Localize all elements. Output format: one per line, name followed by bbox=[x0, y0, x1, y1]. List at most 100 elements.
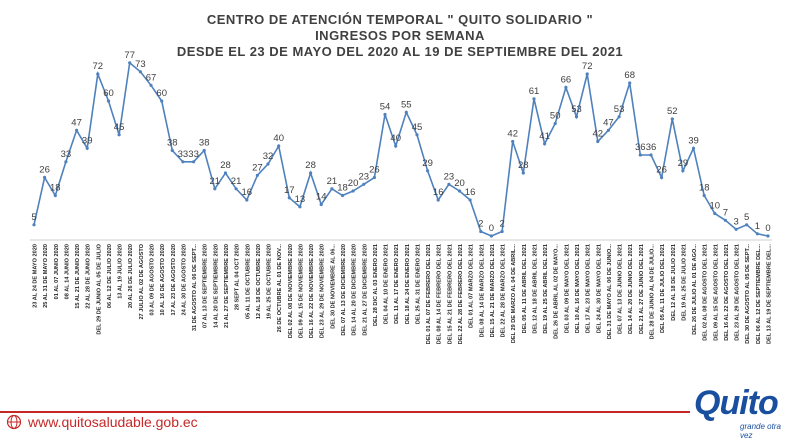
data-point bbox=[670, 117, 674, 121]
data-label: 36 bbox=[646, 142, 657, 153]
footer-divider bbox=[0, 411, 690, 413]
data-point bbox=[255, 173, 259, 177]
data-point bbox=[53, 193, 57, 198]
x-tick-label: DEL 17 AL 23 DE MAYO DEL 2021 bbox=[586, 244, 592, 333]
data-label: 47 bbox=[603, 117, 614, 128]
data-point bbox=[96, 72, 100, 76]
data-label: 2 bbox=[499, 219, 504, 230]
x-tick-label: DEL 19 AL 25 DE JULIO 2021 bbox=[681, 244, 687, 321]
data-point bbox=[351, 189, 355, 193]
x-tick-label: DEL 30 DE AGOSTO AL 05 DE SEPT... bbox=[745, 244, 751, 344]
data-point bbox=[564, 85, 568, 90]
data-label: 55 bbox=[401, 99, 412, 110]
data-label: 26 bbox=[656, 165, 667, 176]
data-point bbox=[468, 198, 472, 202]
data-label: 10 bbox=[710, 201, 721, 212]
x-tick-label: DEL 24 AL 30 DE MAYO DEL 2021 bbox=[596, 244, 602, 333]
x-tick-label: DEL 16 AL 22 DE AGOSTO DEL 2021 bbox=[724, 244, 730, 341]
data-label: 45 bbox=[114, 122, 125, 133]
data-point bbox=[181, 160, 185, 164]
x-tick-label: DEL 07 AL 13 DE JUNIO DEL 2021 bbox=[618, 244, 624, 334]
data-point bbox=[457, 189, 462, 193]
data-point bbox=[713, 211, 717, 216]
x-tick-label: DEL 01 AL 07 MARZO DEL 2021 bbox=[469, 244, 475, 328]
data-point bbox=[489, 234, 493, 238]
data-label: 2 bbox=[478, 219, 483, 230]
data-label: 72 bbox=[582, 61, 593, 72]
data-point bbox=[660, 175, 664, 180]
x-tick-label: 20 AL 26 DE JULIO 2020 bbox=[128, 244, 134, 308]
data-label: 54 bbox=[380, 102, 391, 113]
x-tick-label: 25 AL 31 DE MAYO 2020 bbox=[43, 244, 49, 308]
data-label: 39 bbox=[688, 135, 699, 146]
x-tick-label: DEL 22 AL 28 DE MARZO DEL 2021 bbox=[501, 244, 507, 337]
x-tick-label: 14 AL 20 DE SEPTIEMBRE 2020 bbox=[213, 244, 219, 328]
data-point bbox=[202, 148, 206, 153]
data-label: 17 bbox=[284, 185, 295, 196]
x-tick-label: DEL 29 DE MARZO AL 04 DE ABRIL... bbox=[511, 244, 517, 344]
x-tick-label: DEL 02 AL 08 DE NOVIEMBRE 2020 bbox=[288, 244, 294, 338]
x-tick-label: 21 AL 27 DE SEPTIEMBRE 2020 bbox=[224, 244, 230, 328]
website-link[interactable]: www.quitosaludable.gob.ec bbox=[28, 414, 198, 430]
x-tick-label: DEL 04 AL 10 DE ENERO 2021 bbox=[384, 244, 390, 324]
data-point bbox=[638, 153, 642, 157]
data-point bbox=[319, 202, 323, 207]
data-point bbox=[298, 205, 302, 209]
data-label: 66 bbox=[561, 75, 572, 86]
data-label: 5 bbox=[744, 212, 749, 223]
x-tick-label: DEL 14 AL 20 DE JUNIO DEL 2021 bbox=[628, 244, 634, 334]
data-label: 26 bbox=[369, 165, 380, 176]
data-point bbox=[309, 171, 313, 175]
data-label: 68 bbox=[624, 70, 635, 81]
x-tick-label: DEL 16 AL 22 DE NOVIEMBRE 2020 bbox=[309, 244, 315, 338]
x-tick-label: DEL 11 AL 17 DE ENERO 2021 bbox=[394, 244, 400, 324]
x-tick-label: DEL 05 AL 11 DE JULIO DEL 2021 bbox=[660, 244, 666, 333]
data-point bbox=[521, 171, 525, 175]
data-label: 0 bbox=[765, 223, 770, 234]
data-point bbox=[553, 121, 557, 126]
x-tick-label: 24 AL 30 DE AGOSTO 2020 bbox=[181, 244, 187, 316]
data-point bbox=[128, 61, 132, 65]
data-label: 28 bbox=[518, 160, 529, 171]
data-point bbox=[479, 229, 483, 234]
x-tick-label: DEL 23 AL 29 DE NOVIEMBRE 2020 bbox=[320, 244, 326, 338]
data-point bbox=[170, 148, 174, 153]
x-tick-label: DEL 25 AL 31 DE ENERO 2021 bbox=[416, 244, 422, 324]
data-label: 14 bbox=[316, 192, 327, 203]
x-tick-label: DEL 08 AL 14 DE FEBRERO DEL 2021 bbox=[437, 244, 443, 344]
chart-title: CENTRO DE ATENCIÓN TEMPORAL " QUITO SOLI… bbox=[206, 12, 594, 27]
data-point bbox=[500, 229, 504, 234]
data-label: 40 bbox=[273, 133, 284, 144]
x-tick-label: DEL 09 AL 15 DE NOVIEMBRE 2020 bbox=[298, 244, 304, 338]
data-point bbox=[138, 70, 142, 74]
data-point bbox=[723, 218, 728, 222]
data-point bbox=[532, 97, 536, 101]
x-tick-label: DEL 26 DE ABRIL AL 02 DE MAYO... bbox=[554, 244, 560, 339]
x-tick-label: DEL 15 AL 21 DE MARZO DEL 2021 bbox=[490, 244, 496, 337]
data-label: 29 bbox=[678, 158, 689, 169]
data-label: 61 bbox=[529, 86, 540, 97]
data-point bbox=[404, 110, 408, 114]
data-point bbox=[192, 160, 196, 164]
data-label: 18 bbox=[337, 183, 348, 194]
data-label: 20 bbox=[454, 178, 465, 189]
data-point bbox=[245, 198, 249, 202]
x-tick-label: DEL 06 AL 12 DE SEPTIEMBRE DEL... bbox=[756, 244, 762, 344]
data-label: 28 bbox=[220, 160, 231, 171]
data-point bbox=[745, 223, 749, 227]
data-point bbox=[106, 99, 111, 103]
x-tick-label: DEL 22 AL 28 DE FEBRERO DEL 2021 bbox=[458, 244, 464, 344]
data-point bbox=[234, 187, 238, 191]
data-point bbox=[85, 146, 89, 150]
data-point bbox=[330, 187, 334, 191]
data-label: 52 bbox=[667, 106, 678, 117]
data-point bbox=[755, 232, 760, 236]
data-label: 42 bbox=[593, 129, 604, 140]
x-tick-label: 22 AL 28 DE JUNIO 2020 bbox=[86, 244, 92, 309]
x-tick-label: 06 AL 12 DE JULIO 2020 bbox=[107, 244, 113, 308]
data-label: 20 bbox=[348, 178, 359, 189]
x-tick-label: 07 AL 13 DE SEPTIEMBRE 2020 bbox=[203, 244, 209, 328]
x-tick-label: DEL 09 AL 15 DE AGOSTO DEL 2021 bbox=[713, 244, 719, 341]
x-tick-label: 27 JULIO AL 02 DE AGOSTO bbox=[139, 243, 145, 319]
x-tick-label: 15 AL 21 DE JUNIO 2020 bbox=[75, 244, 81, 309]
